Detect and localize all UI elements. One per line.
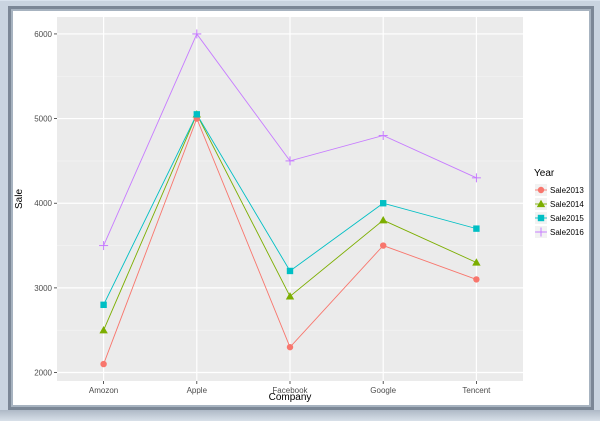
- legend-item-sale2016: Sale2016: [535, 226, 584, 238]
- x-tick-label: Facebook: [272, 386, 308, 395]
- x-tick-label: Amozon: [89, 386, 118, 395]
- legend-key-marker: [537, 214, 545, 222]
- x-axis-title: Company: [269, 392, 312, 403]
- point-sale2014-tencent: [472, 258, 481, 266]
- y-axis: 2000 3000 4000 5000 6000: [34, 30, 57, 378]
- x-tick-label: Apple: [187, 386, 208, 395]
- point-sale2013-facebook: [286, 343, 294, 351]
- line-chart: 2000 3000 4000 5000 6000 Amozon Apple Facebook…: [14, 17, 584, 403]
- point-sale2015-tencent: [473, 225, 480, 232]
- legend: Year Sale2013 Sale2014 Sale2015 Sale2016: [534, 168, 584, 238]
- x-tick-label: Google: [370, 386, 396, 395]
- point-sale2014-facebook: [285, 292, 295, 300]
- point-sale2016-tencent: [471, 173, 481, 183]
- point-sale2015-google: [380, 200, 387, 207]
- point-sale2015-amozon: [100, 301, 107, 309]
- point-sale2015-facebook: [286, 267, 294, 275]
- legend-key-marker: [536, 199, 546, 208]
- legend-item-sale2015: Sale2015: [535, 212, 584, 224]
- point-sale2013-amozon: [100, 360, 107, 368]
- x-tick-label: Tencent: [462, 386, 491, 395]
- y-tick-label: 2000: [34, 369, 52, 378]
- y-tick-label: 4000: [34, 199, 52, 208]
- point-sale2013-google: [380, 242, 387, 249]
- legend-label: Sale2013: [550, 186, 584, 195]
- legend-label: Sale2015: [550, 214, 584, 223]
- point-sale2013-tencent: [473, 276, 480, 283]
- legend-label: Sale2016: [550, 228, 584, 237]
- legend-key-marker: [537, 186, 545, 194]
- series-points: [99, 29, 481, 368]
- window-bottom-shadow: [0, 410, 600, 421]
- y-axis-title: Sale: [14, 189, 25, 209]
- x-axis: Amozon Apple Facebook Google Tencent: [89, 381, 491, 395]
- y-tick-label: 3000: [34, 284, 52, 293]
- y-tick-label: 5000: [34, 115, 52, 124]
- point-sale2015-apple: [193, 111, 200, 118]
- point-sale2016-amozon: [99, 241, 109, 251]
- point-sale2016-google: [378, 131, 388, 141]
- point-sale2014-google: [379, 215, 388, 224]
- y-tick-label: 6000: [34, 30, 52, 39]
- legend-label: Sale2014: [550, 200, 584, 209]
- chart-window: 2000 3000 4000 5000 6000 Amozon Apple Facebook…: [8, 6, 594, 410]
- point-sale2016-facebook: [285, 156, 295, 166]
- legend-title: Year: [534, 168, 555, 179]
- grid-major: [57, 17, 523, 381]
- legend-item-sale2013: Sale2013: [535, 184, 584, 196]
- point-sale2014-amozon: [99, 326, 108, 334]
- point-sale2016-apple: [192, 29, 202, 39]
- legend-key-marker: [536, 227, 546, 237]
- legend-item-sale2014: Sale2014: [535, 198, 584, 210]
